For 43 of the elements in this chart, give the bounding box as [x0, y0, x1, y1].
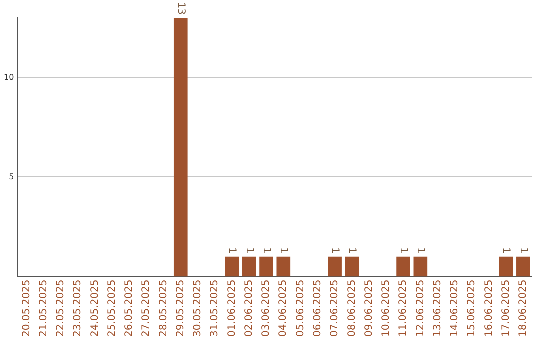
x-tick-label: 07.06.2025 [330, 280, 341, 338]
x-tick-label: 13.06.2025 [432, 280, 444, 338]
data-label: 1 [329, 247, 340, 254]
x-tick-label: 08.06.2025 [346, 280, 358, 338]
x-tick-label: 11.06.2025 [398, 280, 410, 338]
y-tick-label: 5 [9, 172, 14, 182]
x-tick-label: 31.05.2025 [210, 280, 221, 338]
x-tick-label: 24.05.2025 [90, 280, 101, 338]
x-tick-label: 12.06.2025 [415, 280, 426, 338]
data-label: 1 [226, 247, 238, 254]
data-label: 1 [278, 247, 290, 254]
data-label: 1 [244, 247, 255, 254]
x-tick-label: 14.06.2025 [450, 280, 461, 338]
x-tick-label: 30.05.2025 [192, 280, 204, 338]
x-tick-label: 29.05.2025 [175, 280, 186, 338]
x-tick-label: 04.06.2025 [278, 280, 290, 338]
x-tick-label: 16.06.2025 [484, 280, 495, 338]
data-label: 13 [175, 2, 186, 15]
x-tick-label: 20.05.2025 [21, 280, 32, 338]
y-tick-label: 10 [4, 72, 14, 82]
data-label: 1 [260, 247, 272, 254]
data-label: 1 [518, 247, 529, 254]
x-tick-label: 21.05.2025 [38, 280, 50, 338]
data-label: 1 [398, 247, 409, 254]
x-tick-label: 25.05.2025 [106, 280, 118, 338]
x-tick-label: 10.06.2025 [381, 280, 392, 338]
x-tick-label: 05.06.2025 [295, 280, 306, 338]
x-tick-label: 01.06.2025 [226, 280, 238, 338]
x-tick-label: 22.05.2025 [56, 280, 67, 338]
x-tick-label: 09.06.2025 [364, 280, 375, 338]
x-tick-label: 15.06.2025 [466, 280, 478, 338]
x-tick-label: 17.06.2025 [500, 280, 512, 338]
x-tick-label: 26.05.2025 [124, 280, 136, 338]
x-tick-label: 23.05.2025 [72, 280, 84, 338]
x-tick-label: 06.06.2025 [312, 280, 324, 338]
data-label: 1 [346, 247, 358, 254]
x-tick-label: 28.05.2025 [158, 280, 170, 338]
x-tick-label: 03.06.2025 [261, 280, 272, 338]
data-label: 1 [415, 247, 426, 254]
data-label: 1 [500, 247, 512, 254]
x-tick-label: 27.05.2025 [141, 280, 152, 338]
x-tick-label: 02.06.2025 [244, 280, 255, 338]
x-tick-label: 18.06.2025 [518, 280, 530, 338]
